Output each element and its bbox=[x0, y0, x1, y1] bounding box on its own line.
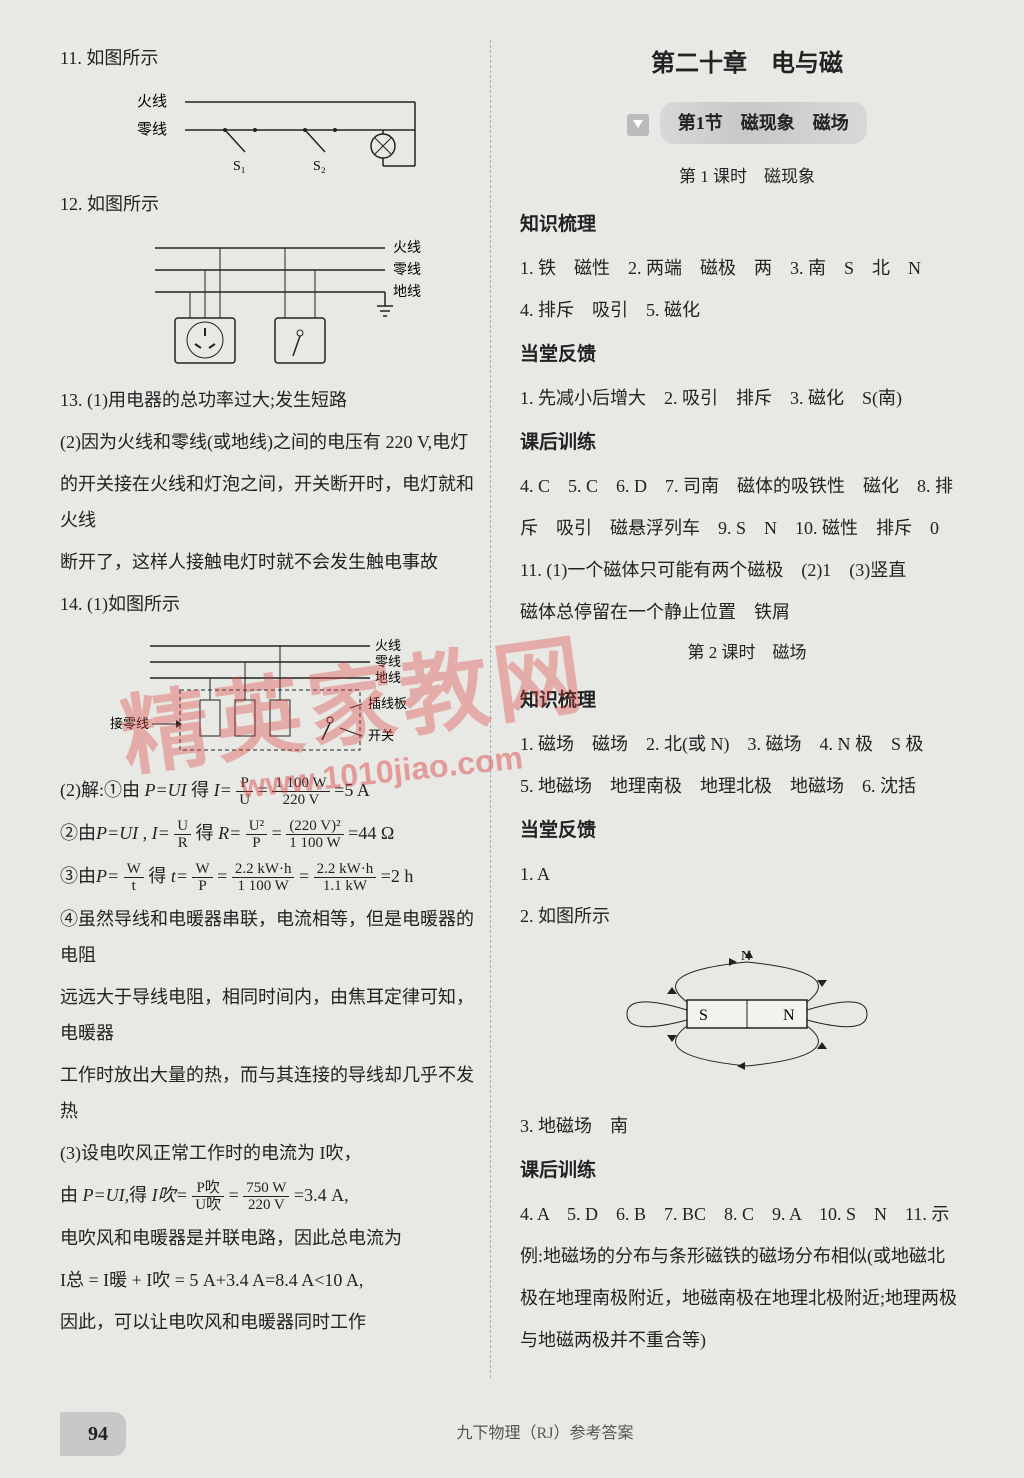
svg-text:地线: 地线 bbox=[393, 284, 421, 300]
svg-text:接零线: 接零线 bbox=[110, 716, 149, 731]
eq3: ③由P= Wt 得 t= WP = 2.2 kW·h1 100 W = 2.2 … bbox=[60, 858, 490, 895]
fig11-circuit-diagram: 火线 零线 S₁ S₂ bbox=[125, 82, 425, 182]
svg-text:S₁: S₁ bbox=[233, 159, 246, 174]
page-number-badge: 94 bbox=[60, 1412, 126, 1456]
svg-text:火线: 火线 bbox=[375, 638, 401, 653]
svg-text:零线: 零线 bbox=[393, 262, 421, 278]
k1: 4. C 5. C 6. D 7. 司南 磁体的吸铁性 磁化 8. 排 bbox=[520, 468, 974, 504]
eq1: (2)解:①由 P=UI 得 I= PU = 1 100 W220 V =5 A bbox=[60, 772, 490, 809]
k4: 磁体总停留在一个静止位置 铁屑 bbox=[520, 594, 974, 630]
q14-3: (3)设电吹风正常工作时的电流为 I吹， bbox=[60, 1135, 490, 1171]
d2-1: 1. A bbox=[520, 856, 974, 892]
heading-zhishi2: 知识梳理 bbox=[520, 682, 974, 720]
eq2: ②由P=UI , I= UR 得 R= U²P = (220 V)²1 100 … bbox=[60, 815, 490, 852]
eq4: 由 P=UI,得 I吹= P吹U吹 = 750 W220 V =3.4 A, bbox=[60, 1177, 490, 1214]
q11-label: 11. 如图所示 bbox=[60, 40, 490, 76]
heading-dangtang: 当堂反馈 bbox=[520, 336, 974, 374]
q13-2a: (2)因为火线和零线(或地线)之间的电压有 220 V,电灯 bbox=[60, 424, 490, 460]
k2-1: 4. A 5. D 6. B 7. BC 8. C 9. A 10. S N 1… bbox=[520, 1196, 974, 1232]
svg-text:S: S bbox=[699, 1007, 708, 1024]
section-arrow-icon bbox=[627, 114, 649, 136]
page-footer: 94 九下物理（RJ）参考答案 bbox=[0, 1412, 1024, 1456]
svg-text:火线: 火线 bbox=[393, 240, 421, 256]
z2-1: 1. 磁场 磁场 2. 北(或 N) 3. 磁场 4. N 极 S 极 bbox=[520, 726, 974, 762]
k2-3: 极在地理南极附近，地磁南极在地理北极附近;地理两极 bbox=[520, 1280, 974, 1316]
q13-2c: 断开了，这样人接触电灯时就不会发生触电事故 bbox=[60, 544, 490, 580]
heading-kehou2: 课后训练 bbox=[520, 1152, 974, 1190]
q14-6: I总 = I暖 + I吹 = 5 A+3.4 A=8.4 A<10 A, bbox=[60, 1262, 490, 1298]
k3: 11. (1)一个磁体只可能有两个磁极 (2)1 (3)竖直 bbox=[520, 552, 974, 588]
lesson1-title: 第 1 课时 磁现象 bbox=[520, 160, 974, 194]
svg-text:地线: 地线 bbox=[375, 670, 401, 685]
chapter-title: 第二十章 电与磁 bbox=[520, 40, 974, 88]
k2-4: 与地磁两极并不重合等) bbox=[520, 1322, 974, 1358]
lesson2-title: 第 2 课时 磁场 bbox=[520, 636, 974, 670]
svg-text:开关: 开关 bbox=[368, 728, 394, 743]
d2-3: 3. 地磁场 南 bbox=[520, 1108, 974, 1144]
d1: 1. 先减小后增大 2. 吸引 排斥 3. 磁化 S(南) bbox=[520, 380, 974, 416]
svg-text:插线板: 插线板 bbox=[368, 696, 407, 711]
q14-7: 因此，可以让电吹风和电暖器同时工作 bbox=[60, 1304, 490, 1340]
heading-kehou: 课后训练 bbox=[520, 424, 974, 462]
heading-dangtang2: 当堂反馈 bbox=[520, 812, 974, 850]
z2: 4. 排斥 吸引 5. 磁化 bbox=[520, 292, 974, 328]
q13-2b: 的开关接在火线和灯泡之间，开关断开时，电灯就和火线 bbox=[60, 466, 490, 538]
q14-4c: 工作时放出大量的热，而与其连接的导线却几乎不发热 bbox=[60, 1057, 490, 1129]
q14-4a: ④虽然导线和电暖器串联，电流相等，但是电暖器的电阻 bbox=[60, 901, 490, 973]
section-banner: 第1节 磁现象 磁场 bbox=[660, 102, 867, 144]
k2-2: 例:地磁场的分布与条形磁铁的磁场分布相似(或地磁北 bbox=[520, 1238, 974, 1274]
svg-text:火线: 火线 bbox=[137, 93, 167, 110]
magnet-field-diagram: S N N bbox=[617, 942, 877, 1082]
q13-1: 13. (1)用电器的总功率过大;发生短路 bbox=[60, 382, 490, 418]
q14-4b: 远远大于导线电阻，相同时间内，由焦耳定律可知，电暖器 bbox=[60, 979, 490, 1051]
heading-zhishi: 知识梳理 bbox=[520, 206, 974, 244]
svg-text:S₂: S₂ bbox=[313, 159, 326, 174]
d2-2: 2. 如图所示 bbox=[520, 898, 974, 934]
k2: 斥 吸引 磁悬浮列车 9. S N 10. 磁性 排斥 0 bbox=[520, 510, 974, 546]
fig12-circuit-diagram: 火线 零线 地线 bbox=[125, 228, 425, 378]
right-column: 第二十章 电与磁 第1节 磁现象 磁场 第 1 课时 磁现象 知识梳理 1. 铁… bbox=[520, 40, 974, 1380]
z1: 1. 铁 磁性 2. 两端 磁极 两 3. 南 S 北 N bbox=[520, 250, 974, 286]
q14-5: 电吹风和电暖器是并联电路，因此总电流为 bbox=[60, 1220, 490, 1256]
svg-text:零线: 零线 bbox=[137, 121, 167, 138]
footer-text: 九下物理（RJ）参考答案 bbox=[126, 1418, 964, 1450]
left-column: 11. 如图所示 火线 零线 S₁ S₂ 12. 如图所示 bbox=[60, 40, 490, 1380]
svg-text:N: N bbox=[783, 1007, 795, 1024]
svg-text:零线: 零线 bbox=[375, 654, 401, 669]
fig14-circuit-diagram: 火线 零线 地线 插线板 开关 接零线 bbox=[110, 628, 440, 768]
column-divider bbox=[490, 40, 491, 1378]
z2-2: 5. 地磁场 地理南极 地理北极 地磁场 6. 沈括 bbox=[520, 768, 974, 804]
q14-1: 14. (1)如图所示 bbox=[60, 586, 490, 622]
q12-label: 12. 如图所示 bbox=[60, 186, 490, 222]
